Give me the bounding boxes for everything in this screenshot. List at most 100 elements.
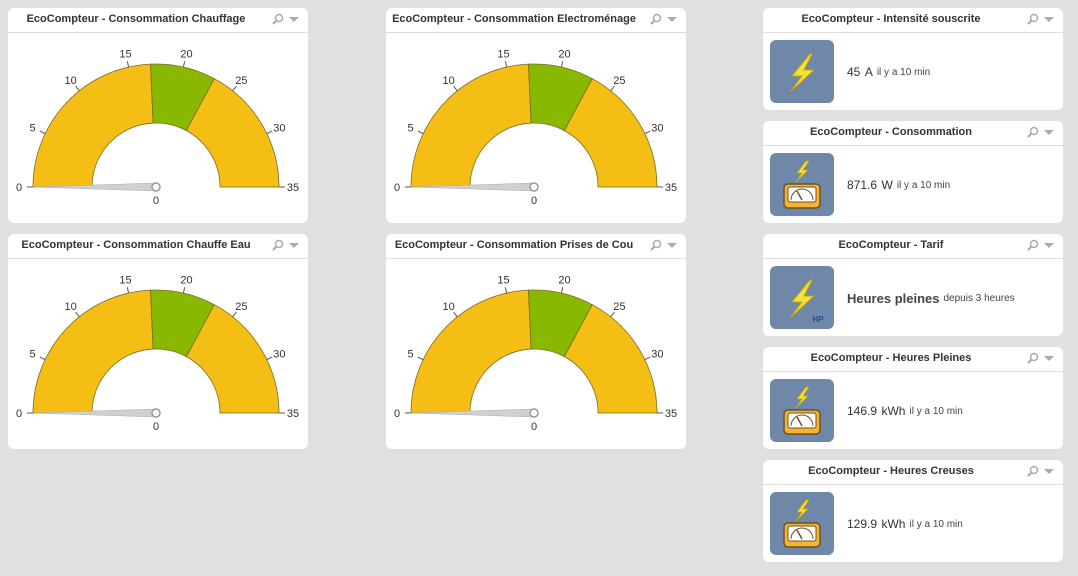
gauge-tick [75,85,80,92]
gauge-tick-label: 15 [497,48,509,60]
tile-tarif: EcoCompteur - Tarif HP Heures pleines de… [763,234,1063,336]
value-unit: W [881,178,893,192]
gauge-widget-electromenage: EcoCompteur - Consommation Electroménage… [386,8,686,223]
gauge-tick-label: 5 [408,349,414,361]
tile-body: HP Heures pleines depuis 3 heures [763,259,1063,336]
widget-controls [648,13,680,27]
search-icon[interactable] [1027,13,1039,25]
tile-body: 45 A il y a 10 min [763,33,1063,110]
search-icon[interactable] [272,13,284,25]
chevron-down-icon[interactable] [1043,126,1055,138]
gauge-tick-label: 10 [442,75,454,87]
chevron-down-icon[interactable] [1043,352,1055,364]
gauge-tick-label: 20 [180,274,192,286]
widget-controls [1025,465,1057,479]
hp-label: HP [812,315,824,324]
chevron-down-icon[interactable] [666,239,678,251]
tile-heures-pleines: EcoCompteur - Heures Pleines 146.9 kWh i… [763,347,1063,449]
bolt-icon[interactable] [770,40,834,103]
value-unit: kWh [881,517,906,531]
gauge-tick-label: 0 [394,408,400,420]
tile-intensite: EcoCompteur - Intensité souscrite 45 A i… [763,8,1063,110]
gauge-tick-label: 10 [64,301,76,313]
gauge-band [563,304,658,414]
gauge-tick [39,356,46,361]
meter-icon[interactable] [770,492,834,555]
chevron-down-icon[interactable] [1043,239,1055,251]
widget-title: EcoCompteur - Consommation Chauffage [26,13,246,25]
gauge-tick-label: 5 [30,349,36,361]
gauge-band [410,289,532,414]
gauge-tick [232,311,237,318]
gauge-tick [266,356,273,361]
gauge-tick-label: 35 [287,182,299,194]
widget-title: EcoCompteur - Consommation Prises de Cou [394,239,634,251]
widget-header: EcoCompteur - Consommation [763,121,1063,146]
widget-controls [1025,126,1057,140]
value-age: il y a 10 min [909,518,963,530]
gauge: 0 5 10 15 20 25 30 35 0 [16,274,299,433]
value-number: 146.9 [847,404,878,418]
value-age: il y a 10 min [876,66,931,78]
search-icon[interactable] [272,239,284,251]
gauge-tick [560,287,564,294]
gauge-tick-label: 15 [119,274,131,286]
value-unit: A [864,65,873,79]
tile-value: Heures pleines depuis 3 heures [847,259,1015,336]
gauge-tick [417,130,424,135]
chevron-down-icon[interactable] [1043,465,1055,477]
gauge-tick [126,287,130,294]
value-number: Heures pleines [847,290,940,306]
widget-header: EcoCompteur - Intensité souscrite [763,8,1063,33]
widget-title: EcoCompteur - Consommation Chauffe Eau [21,239,251,251]
bolt-hp-icon[interactable]: HP [770,266,834,329]
value-number: 871.6 [847,178,878,192]
gauge-band [410,63,532,188]
gauge: 0 5 10 15 20 25 30 35 0 [16,48,299,207]
tile-value: 129.9 kWh il y a 10 min [847,485,963,562]
value-number: 45 [847,65,861,79]
gauge-tick-label: 15 [119,48,131,60]
chevron-down-icon[interactable] [288,13,300,25]
widget-header: EcoCompteur - Tarif [763,234,1063,259]
gauge-tick [610,311,615,318]
widget-controls [1025,239,1057,253]
meter-icon[interactable] [770,153,834,216]
tile-body: 146.9 kWh il y a 10 min [763,372,1063,449]
gauge-tick-label: 10 [64,75,76,87]
meter-icon[interactable] [770,379,834,442]
gauge-value: 0 [531,195,537,207]
gauge: 0 5 10 15 20 25 30 35 0 [394,274,677,433]
gauge-pivot [151,182,161,192]
search-icon[interactable] [650,13,662,25]
gauge-widget-chauffage: EcoCompteur - Consommation Chauffage 0 5 1… [8,8,308,223]
search-icon[interactable] [1027,352,1039,364]
chevron-down-icon[interactable] [1043,13,1055,25]
widget-controls [270,239,302,253]
value-unit: kWh [881,404,906,418]
gauge-tick [560,61,564,68]
gauge-tick [75,311,80,318]
tile-heures-creuses: EcoCompteur - Heures Creuses 129.9 kWh i… [763,460,1063,562]
gauge-tick [610,85,615,92]
search-icon[interactable] [1027,465,1039,477]
gauge-tick [232,85,237,92]
widget-title: EcoCompteur - Heures Pleines [810,352,972,364]
widget-title: EcoCompteur - Tarif [838,239,944,251]
widget-controls [648,239,680,253]
widget-title: EcoCompteur - Heures Creuses [808,465,974,477]
gauge-tick-label: 25 [613,301,625,313]
search-icon[interactable] [1027,126,1039,138]
gauge-tick-label: 5 [408,123,414,135]
widget-title: EcoCompteur - Consommation Electroménage [392,13,636,25]
widget-header: EcoCompteur - Heures Pleines [763,347,1063,372]
tile-body: 129.9 kWh il y a 10 min [763,485,1063,562]
search-icon[interactable] [1027,239,1039,251]
gauge-band [185,78,280,188]
chevron-down-icon[interactable] [666,13,678,25]
gauge-tick-label: 30 [651,123,663,135]
chevron-down-icon[interactable] [288,239,300,251]
gauge-tick-label: 10 [442,301,454,313]
tile-consommation: EcoCompteur - Consommation 871.6 W il y … [763,121,1063,223]
search-icon[interactable] [650,239,662,251]
